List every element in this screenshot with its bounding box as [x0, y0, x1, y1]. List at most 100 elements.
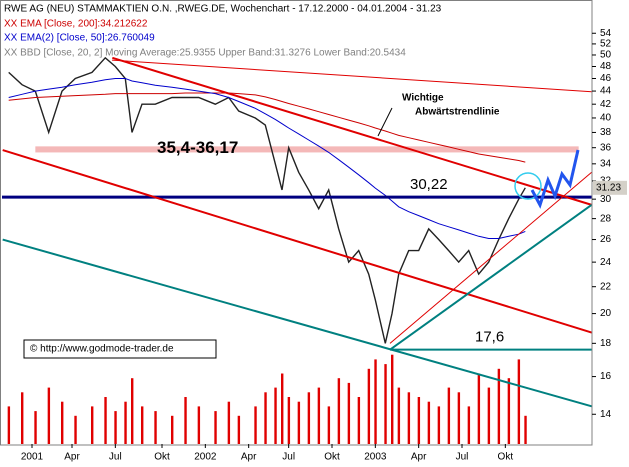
y-tick-label: 14: [600, 409, 612, 420]
ema-line: [8, 92, 526, 163]
volume-bar: [437, 406, 441, 444]
x-tick-label: Jul: [456, 452, 469, 463]
y-tick-label: 42: [600, 99, 612, 110]
y-tick-label: 18: [600, 338, 612, 349]
volume-bar: [91, 406, 94, 444]
price-line: [8, 56, 526, 344]
volume-bar: [214, 411, 217, 444]
trend-line: [389, 171, 592, 344]
volume-bar: [307, 392, 311, 444]
y-tick-label: 40: [600, 113, 612, 124]
volume-bar: [264, 392, 267, 444]
volume-bar: [391, 354, 394, 444]
y-tick-label: 16: [600, 371, 612, 382]
copyright: © http://www.godmode-trader.de: [30, 344, 174, 355]
volume-bar: [517, 359, 521, 444]
y-tick-label: 34: [600, 158, 612, 169]
trend-line: [112, 56, 592, 206]
band-label: 35,4-36,17: [157, 138, 238, 157]
line-label: 30,22: [410, 176, 448, 193]
volume-bar: [281, 373, 284, 444]
volume-bar: [74, 415, 77, 444]
y-tick-label: 46: [600, 73, 612, 84]
volume-bar: [384, 364, 387, 444]
volume-bar: [131, 378, 134, 444]
y-tick-label: 50: [600, 50, 612, 61]
copyright-box: [23, 339, 217, 359]
volume-bar: [21, 392, 24, 444]
annotation-arrow: [377, 107, 393, 137]
plot-area: [2, 56, 593, 444]
y-tick-label: 52: [600, 39, 612, 50]
volume-bar: [447, 387, 451, 444]
volume-bar: [407, 392, 411, 444]
volume-bar: [237, 415, 241, 444]
volume-bar: [427, 401, 431, 444]
highlight-circle: [514, 172, 542, 200]
volume-bar: [274, 387, 277, 444]
annotation: Wichtige: [402, 93, 444, 104]
volume-bar: [114, 411, 117, 444]
volume-bar: [287, 397, 291, 444]
legend-entry: XX BBD [Close, 20, 2] Moving Average:25.…: [4, 48, 406, 59]
volume-bar: [327, 406, 331, 444]
y-tick-label: 24: [600, 257, 612, 268]
volume-bar: [34, 411, 37, 444]
x-tick-label: 2003: [364, 452, 387, 463]
line-label: 17,6: [475, 329, 504, 346]
trend-line: [2, 238, 592, 408]
legend-entry: XX EMA [Close, 200]:34.212622: [4, 19, 148, 30]
y-tick-label: 22: [600, 281, 612, 292]
y-tick-label: 44: [600, 86, 612, 97]
volume-bar: [297, 401, 301, 444]
volume-bar: [337, 378, 341, 444]
x-tick-label: Okt: [154, 452, 170, 463]
ema-line: [8, 78, 526, 239]
y-tick-label: 30: [600, 194, 612, 205]
volume-bar: [124, 401, 127, 444]
x-tick-label: 2001: [21, 452, 44, 463]
volume-bar: [61, 401, 64, 444]
volume-bar: [457, 392, 461, 444]
x-tick-label: 2002: [194, 452, 217, 463]
volume-bar: [154, 411, 157, 444]
volume-bar: [254, 406, 257, 444]
x-tick-label: Okt: [498, 452, 514, 463]
legend-entry: XX EMA(2) [Close, 50]:26.760049: [4, 33, 155, 44]
x-tick-label: Okt: [324, 452, 340, 463]
volume-bar: [417, 397, 421, 444]
volume-bar: [477, 373, 481, 444]
volume-bar: [497, 368, 501, 444]
volume-bar: [227, 401, 231, 444]
volume-bar: [104, 397, 107, 444]
forecast-arrow: [530, 149, 580, 209]
volume-bar: [347, 382, 351, 444]
trend-line: [111, 59, 592, 93]
last-value-label: 31.23: [596, 182, 621, 193]
y-tick-label: 28: [600, 213, 612, 224]
volume-bar: [197, 406, 201, 444]
x-tick-label: Apr: [241, 452, 257, 463]
volume-bar: [524, 415, 527, 444]
volume-bar: [487, 387, 491, 444]
volume-bar: [7, 406, 11, 444]
plot-frame: [0, 0, 593, 446]
trend-line: [389, 204, 593, 351]
volume-bar: [141, 406, 144, 444]
volume-bar: [357, 397, 361, 444]
annotation: Abwärtstrendlinie: [415, 107, 500, 118]
volume-bar: [374, 359, 377, 444]
volume-bar: [367, 368, 371, 444]
volume-bar: [397, 387, 401, 444]
x-tick-label: Jul: [282, 452, 295, 463]
y-tick-label: 54: [600, 28, 612, 39]
y-tick-label: 48: [600, 61, 612, 72]
volume-bar: [184, 397, 187, 444]
x-tick-label: Apr: [64, 452, 80, 463]
x-tick-label: Jul: [109, 452, 122, 463]
volume-bar: [47, 387, 51, 444]
y-tick-label: 38: [600, 127, 612, 138]
volume-bar: [467, 406, 471, 444]
